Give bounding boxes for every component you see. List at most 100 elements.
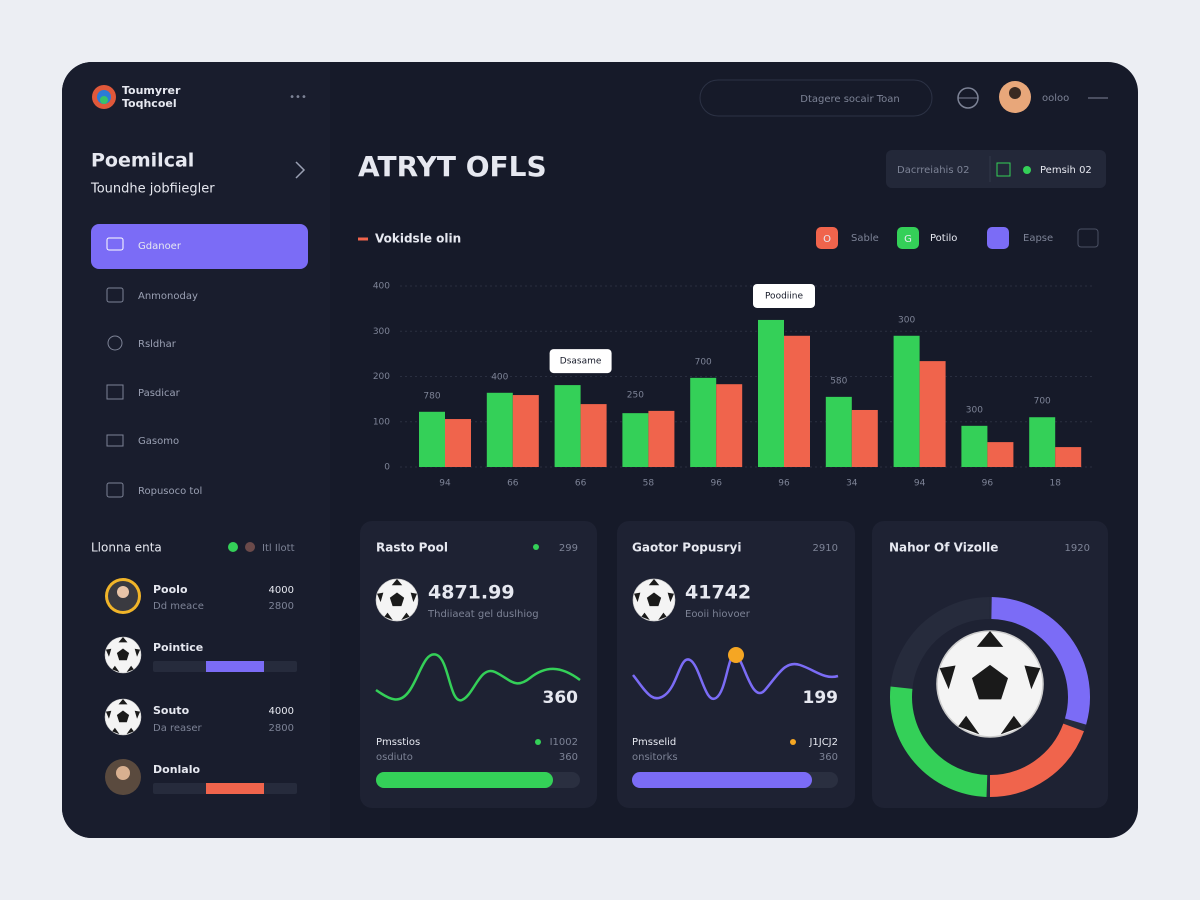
ball-icon	[633, 579, 675, 621]
legend-badge[interactable]	[987, 227, 1009, 249]
card-foot-label: Pmsstios	[376, 737, 420, 748]
card-figure: 199	[803, 688, 839, 708]
card-foot-right: 360	[819, 752, 838, 763]
legend-badge[interactable]	[897, 227, 919, 249]
bar	[961, 425, 988, 467]
legend-label: Sable	[851, 233, 879, 244]
player-score: 2800	[269, 723, 294, 734]
nav-item[interactable]: Pasdicar	[138, 388, 181, 399]
header-control[interactable]: Dacrreiahis 02	[897, 165, 969, 176]
status-dot	[1023, 166, 1031, 174]
tooltip-text: Dsasame	[560, 357, 602, 367]
x-tick-label: 94	[914, 479, 926, 489]
x-tick-label: 94	[439, 479, 451, 489]
player-sub: Da reaser	[153, 723, 203, 734]
bar-annotation: 780	[423, 391, 440, 401]
legend-badge-text: G	[904, 234, 912, 245]
nav-icon	[106, 237, 124, 251]
card	[617, 521, 855, 808]
sparkline	[375, 653, 581, 702]
player-name: Poolo	[153, 583, 188, 596]
bar-annotation: 700	[695, 357, 712, 367]
player-bar	[206, 783, 264, 794]
card-title: Gaotor Popusryi	[632, 541, 741, 555]
player-avatar	[105, 637, 141, 673]
bar	[648, 410, 675, 467]
card-foot-right: 360	[559, 752, 578, 763]
bar	[419, 411, 445, 467]
y-tick-label: 300	[373, 327, 390, 337]
bar	[1029, 417, 1056, 467]
sparkline	[632, 653, 839, 700]
status-dot	[535, 739, 541, 745]
nav-item[interactable]: Rsldhar	[138, 339, 177, 350]
bar-annotation: 700	[1034, 397, 1051, 407]
card-value: 41742	[685, 582, 751, 604]
player-name: Donlalo	[153, 763, 200, 776]
bar	[622, 413, 649, 467]
bar	[445, 419, 471, 467]
chart-title: Vokidsle olin	[375, 232, 461, 246]
bar	[758, 319, 784, 467]
progress-bar	[376, 772, 553, 788]
nav-item[interactable]: Gasomo	[138, 436, 179, 447]
nav-icon	[106, 287, 124, 303]
header-control[interactable]: Pemsih 02	[1040, 165, 1092, 176]
card-meta: 2910	[813, 543, 838, 554]
tooltip	[549, 349, 612, 374]
bar-annotation: 400	[491, 372, 508, 382]
bar	[893, 335, 920, 467]
player-name: Pointice	[153, 641, 203, 654]
user-name: ooloo	[1042, 93, 1069, 104]
header-controls	[886, 150, 1106, 188]
search-placeholder: Dtagere socair Toan	[800, 94, 900, 105]
chart-settings[interactable]	[1077, 228, 1099, 248]
ball-icon	[376, 579, 418, 621]
nav-active[interactable]	[91, 224, 308, 269]
status-dot	[790, 739, 796, 745]
player-avatar	[105, 699, 141, 735]
nav-item[interactable]: Ropusoco tol	[138, 486, 202, 497]
sidebar	[62, 62, 330, 838]
donut	[889, 597, 1090, 797]
brand-name: Toumyrer	[122, 84, 181, 97]
x-tick-label: 66	[507, 479, 519, 489]
nav-item[interactable]: Gdanoer	[138, 241, 182, 252]
player-score: 4000	[269, 585, 294, 596]
x-tick-label: 18	[1049, 479, 1061, 489]
tooltip-text: Poodiine	[765, 291, 804, 301]
menu-button[interactable]: •••	[289, 92, 307, 103]
nav-icon	[106, 384, 124, 400]
bar	[784, 335, 810, 467]
y-tick-label: 100	[373, 417, 390, 427]
card-figure: 360	[543, 688, 579, 708]
bar	[580, 404, 607, 467]
chevron[interactable]	[295, 161, 306, 179]
bar	[825, 396, 852, 467]
legend-label: Potilo	[930, 233, 957, 244]
nav-icon	[106, 482, 124, 498]
tooltip	[753, 283, 815, 308]
y-tick-label: 400	[373, 282, 390, 292]
player-sub: Dd meace	[153, 601, 204, 612]
bar-annotation: 580	[830, 376, 847, 386]
leaders-title: Llonna enta	[91, 541, 162, 555]
card-foot-sub: osdiuto	[376, 752, 413, 763]
card-foot-right: I1002	[550, 737, 578, 748]
bar-annotation: 300	[966, 405, 983, 415]
card-sub: Thdiiaeat gel duslhiog	[427, 609, 539, 620]
page-title: ATRYT OFLS	[358, 150, 547, 183]
donut-segment	[991, 597, 1090, 725]
sidebar-heading: Poemilcal	[91, 150, 194, 172]
legend-badge[interactable]	[816, 227, 838, 249]
card-value: 4871.99	[428, 582, 515, 604]
bar	[851, 409, 878, 467]
nav-icon	[107, 335, 123, 351]
nav-item[interactable]: Anmonoday	[138, 291, 198, 302]
leaders-status: Itl Ilott	[262, 543, 295, 554]
brand-name: Toqhcoel	[122, 97, 177, 110]
status-dot	[245, 542, 255, 552]
marker	[728, 647, 744, 663]
search-box[interactable]	[699, 79, 933, 117]
card-title: Nahor Of Vizolle	[889, 541, 998, 555]
